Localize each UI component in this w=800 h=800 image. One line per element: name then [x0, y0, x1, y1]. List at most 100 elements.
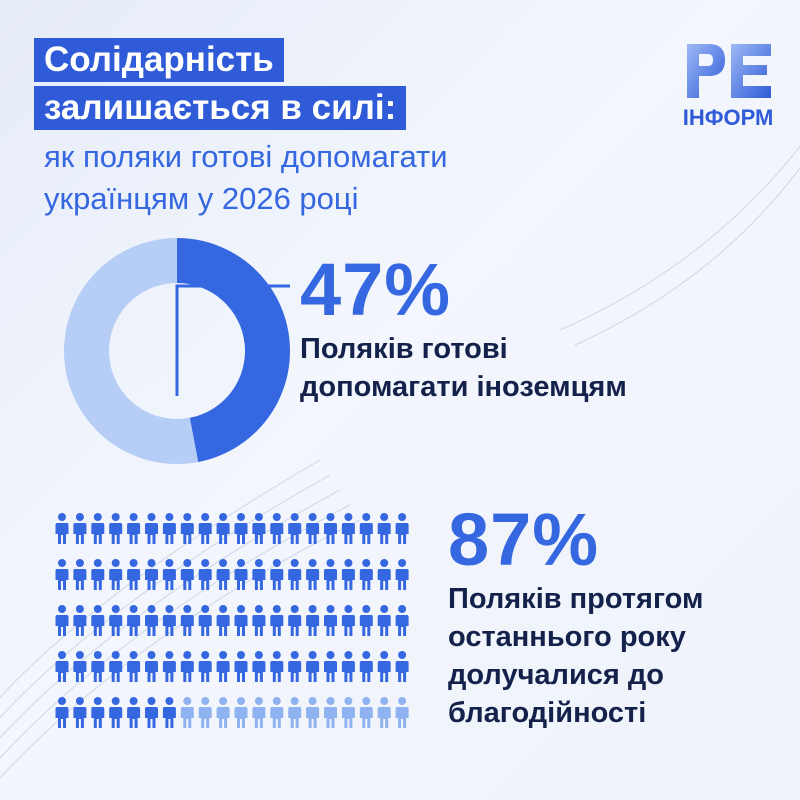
person-icon	[288, 651, 302, 682]
logo-caption: ІНФОРМ	[683, 105, 773, 130]
person-icon	[73, 651, 87, 682]
person-icon	[341, 513, 355, 544]
person-icon	[377, 605, 391, 636]
person-icon	[216, 697, 230, 728]
person-icon	[91, 605, 105, 636]
person-icon	[234, 651, 248, 682]
person-icon	[162, 651, 176, 682]
person-icon	[73, 697, 87, 728]
person-icon	[145, 559, 158, 590]
person-icon	[234, 697, 248, 728]
stat1-value: 47%	[300, 248, 452, 331]
re-inform-logo: ІНФОРМ	[683, 44, 773, 130]
person-icon	[359, 605, 373, 636]
person-icon	[180, 559, 194, 590]
person-icon	[180, 697, 194, 728]
person-icon	[127, 605, 141, 636]
person-icon	[91, 559, 105, 590]
person-icon	[109, 605, 123, 636]
person-icon	[55, 513, 69, 544]
person-icon	[252, 513, 266, 544]
person-icon	[288, 513, 302, 544]
subtitle-line-1: як поляки готові допомагати	[44, 139, 448, 174]
person-icon	[359, 559, 373, 590]
stat2-line-3: долучалися до	[448, 659, 665, 691]
donut-leader-line	[175, 284, 290, 396]
person-icon	[377, 697, 391, 728]
person-icon	[324, 559, 337, 590]
person-icon	[270, 513, 284, 544]
person-icon	[198, 513, 212, 544]
person-icon	[180, 513, 194, 544]
person-icon	[73, 559, 87, 590]
person-icon	[341, 697, 355, 728]
person-icon	[252, 651, 266, 682]
person-icon	[395, 697, 409, 728]
person-icon	[55, 605, 69, 636]
person-icon	[127, 651, 141, 682]
person-icon	[324, 605, 337, 636]
person-icon	[55, 651, 69, 682]
person-icon	[234, 513, 248, 544]
person-icon	[162, 605, 176, 636]
person-icon	[395, 651, 409, 682]
person-icon	[252, 559, 266, 590]
person-icon	[198, 605, 212, 636]
person-icon	[359, 651, 373, 682]
title-line-2: залишається в силі:	[34, 86, 407, 130]
person-icon	[341, 559, 355, 590]
person-icon	[270, 605, 284, 636]
person-icon	[288, 697, 302, 728]
person-icon	[341, 605, 355, 636]
person-icon	[252, 697, 266, 728]
stat2-line-2: останнього року	[448, 621, 686, 653]
person-icon	[377, 651, 391, 682]
donut-slice-1	[177, 238, 290, 462]
person-icon	[306, 513, 320, 544]
title-line-1: Солідарність	[34, 38, 284, 82]
person-icon	[395, 605, 409, 636]
person-icon	[55, 697, 69, 728]
person-icon	[359, 513, 373, 544]
person-icon	[127, 513, 141, 544]
person-icon	[198, 697, 212, 728]
person-icon	[73, 605, 87, 636]
person-icon	[252, 605, 266, 636]
person-icon	[145, 605, 158, 636]
person-icon	[145, 697, 158, 728]
stat2-description: Поляків протягом останнього року долучал…	[448, 580, 703, 732]
person-icon	[306, 651, 320, 682]
person-icon	[91, 513, 105, 544]
person-icon	[270, 697, 284, 728]
person-icon	[395, 559, 409, 590]
person-icon	[109, 651, 123, 682]
person-icon	[216, 605, 230, 636]
person-icon	[55, 559, 69, 590]
person-icon	[234, 605, 248, 636]
person-icon	[270, 559, 284, 590]
stat1-description: Поляків готові допомагати іноземцям	[300, 330, 627, 406]
person-icon	[306, 559, 320, 590]
person-icon	[180, 605, 194, 636]
person-icon	[198, 559, 212, 590]
person-icon	[395, 513, 409, 544]
person-icon	[162, 697, 176, 728]
person-icon	[180, 651, 194, 682]
person-icon	[109, 559, 123, 590]
person-icon	[145, 513, 158, 544]
person-icon	[288, 559, 302, 590]
person-icon	[270, 651, 284, 682]
person-icon	[91, 651, 105, 682]
person-icon	[198, 651, 212, 682]
person-icon	[73, 513, 87, 544]
person-icon	[234, 559, 248, 590]
stat2-line-4: благодійності	[448, 697, 647, 729]
person-icon	[324, 697, 337, 728]
stat2-line-1: Поляків протягом	[448, 583, 704, 615]
person-icon	[377, 559, 391, 590]
person-icon	[377, 513, 391, 544]
person-icon	[127, 559, 141, 590]
stat1-line-1: Поляків готові	[300, 333, 508, 365]
